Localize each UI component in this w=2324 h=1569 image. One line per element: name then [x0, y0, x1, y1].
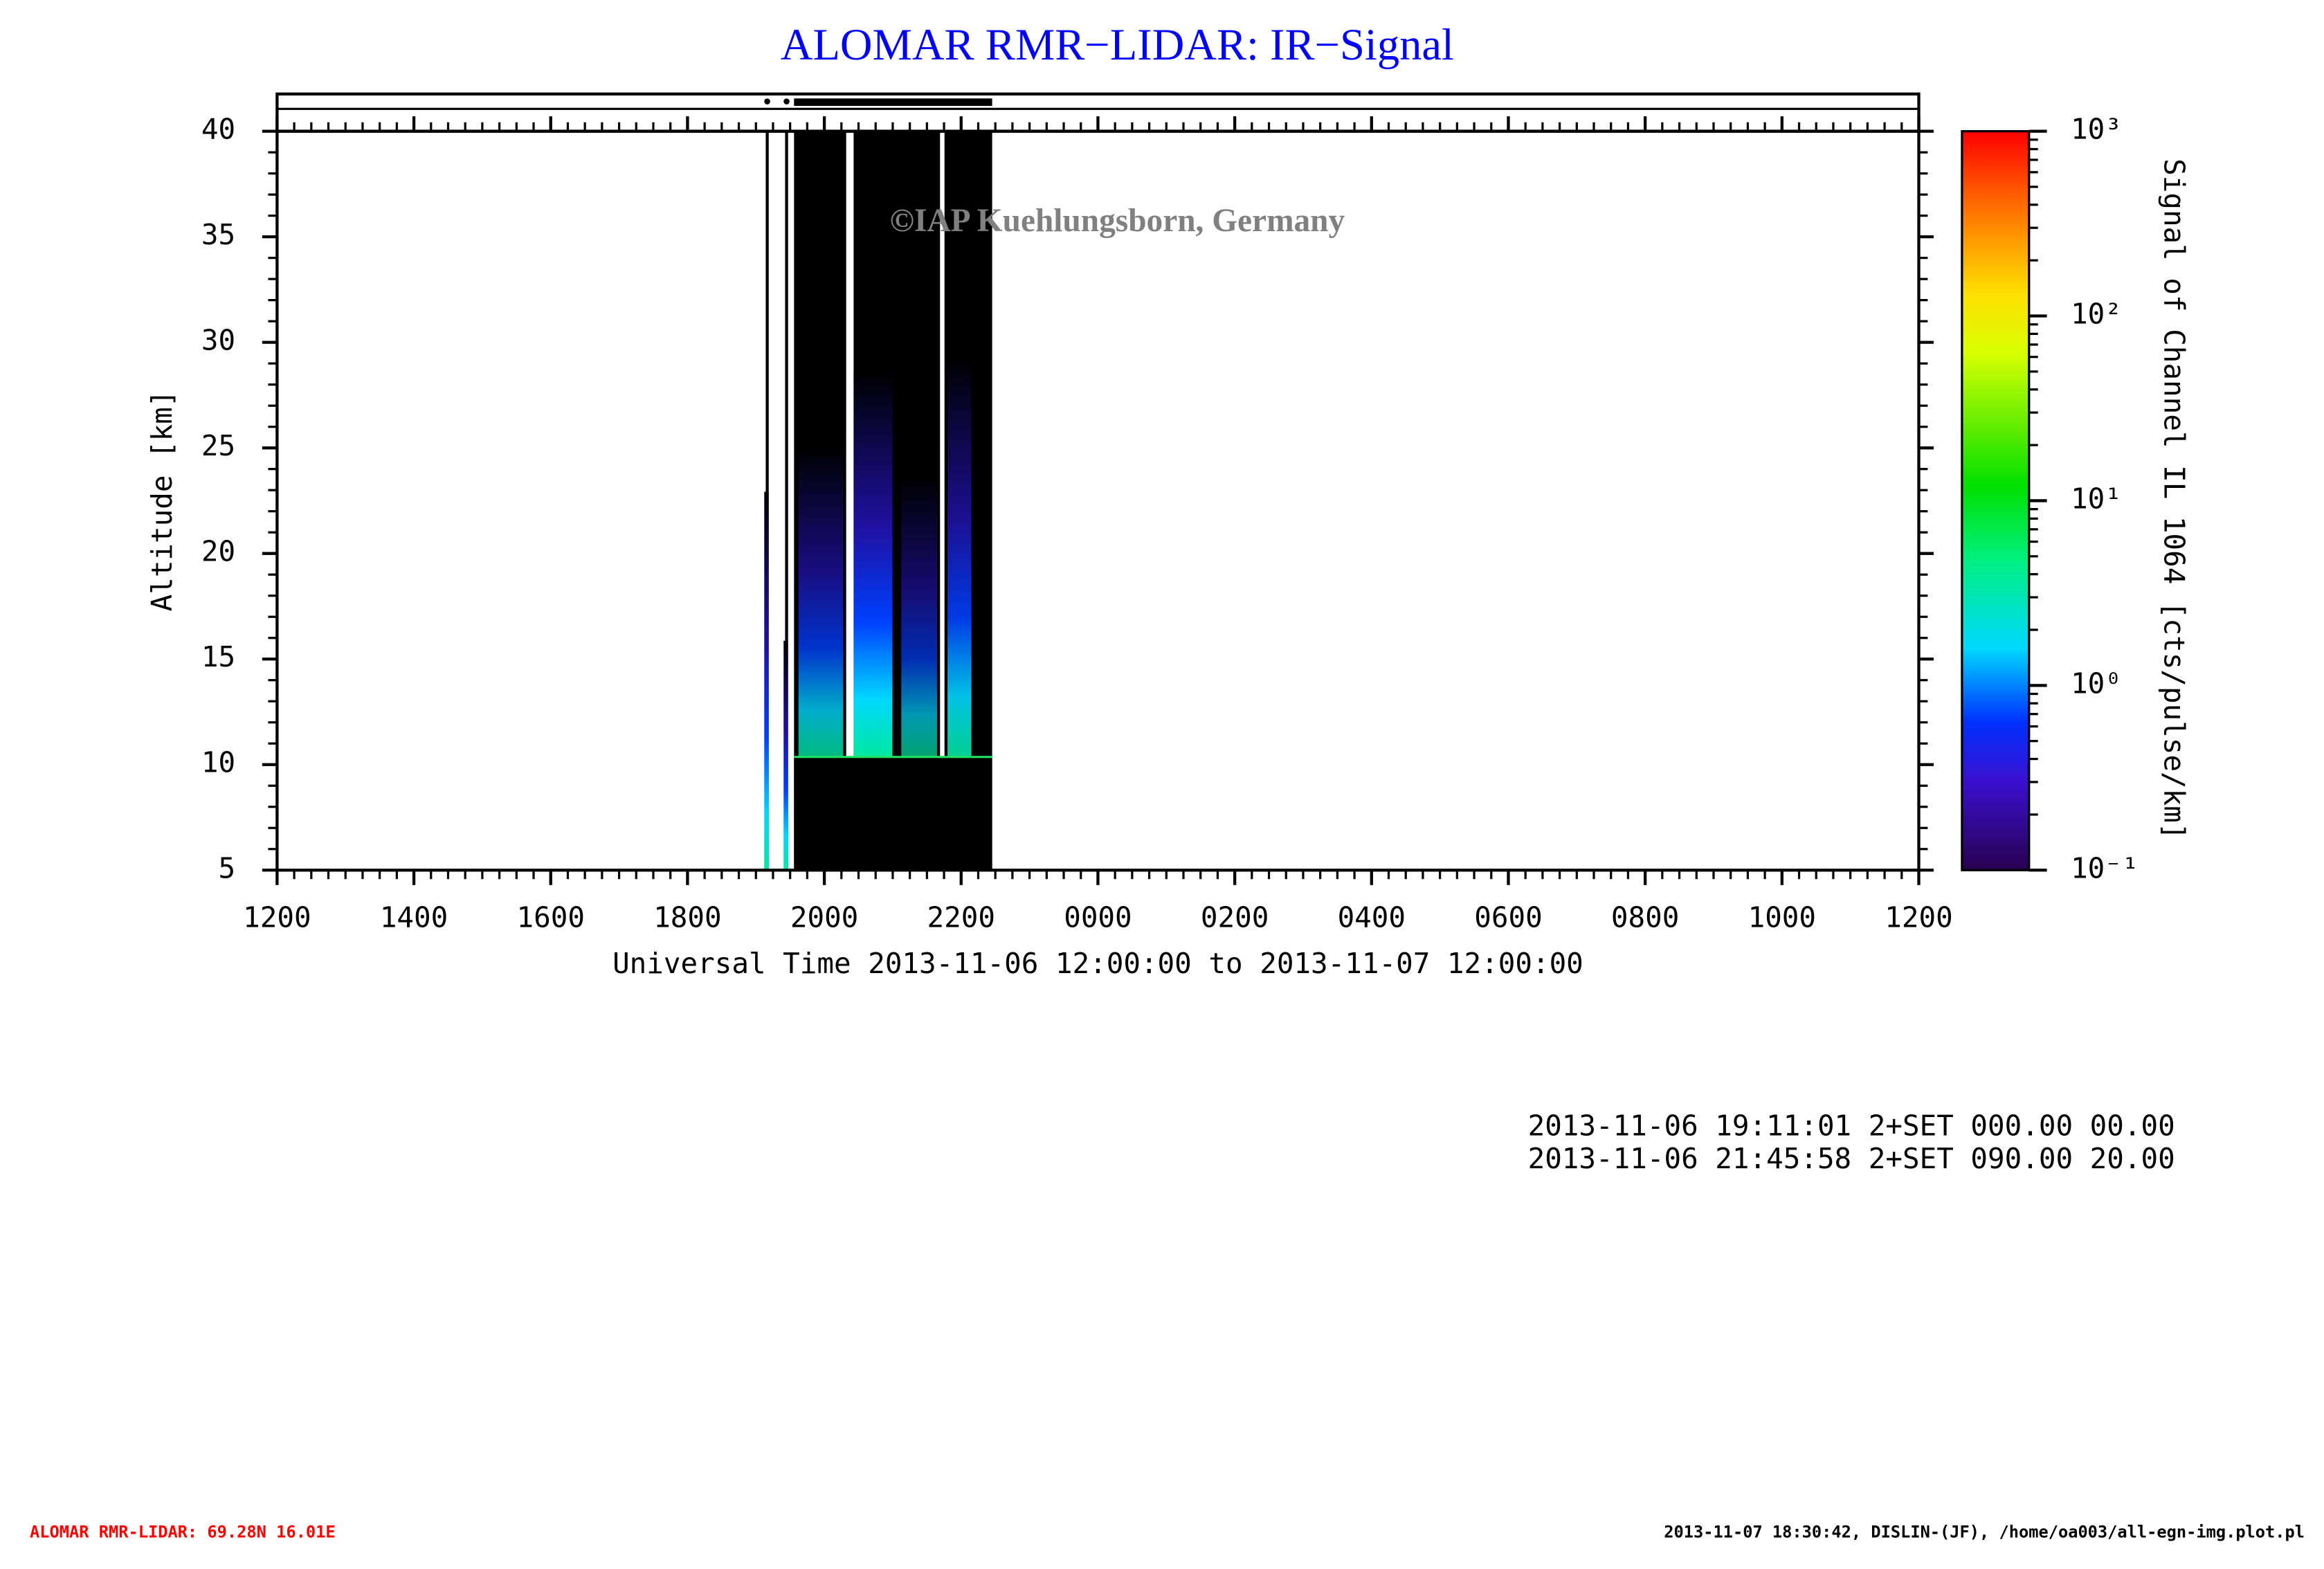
y-tick-label: 35	[201, 218, 235, 251]
colorbar-tick-label: 10²	[2071, 298, 2122, 331]
x-tick-label: 1800	[653, 900, 721, 934]
y-tick-label: 40	[201, 113, 235, 146]
info-line: 2013-11-06 21:45:58 2+SET 090.00 20.00	[1528, 1142, 2175, 1175]
x-axis-label: Universal Time 2013-11-06 12:00:00 to 20…	[612, 947, 1583, 980]
strip-dot	[783, 98, 790, 105]
watermark: ©IAP Kuehlungsborn, Germany	[890, 203, 1345, 239]
strip-dot	[764, 98, 770, 105]
footer-right: 2013-11-07 18:30:42, DISLIN-(JF), /home/…	[1664, 1523, 2305, 1542]
x-tick-label: 1200	[243, 900, 311, 934]
colorbar-tick-label: 10¹	[2071, 482, 2122, 515]
y-tick-label: 25	[201, 429, 235, 462]
y-tick-label: 5	[218, 851, 235, 885]
y-axis-label: Altitude [km]	[145, 390, 179, 611]
x-tick-label: 0400	[1338, 900, 1406, 934]
x-tick-label: 1200	[1885, 900, 1952, 934]
colorbar	[1961, 129, 2031, 871]
chart-title: ALOMAR RMR−LIDAR: IR−Signal	[781, 19, 1454, 69]
plot-frame	[275, 129, 1921, 872]
colorbar-label: Signal of Channel IL 1064 [cts/pulse/km]	[2157, 158, 2190, 840]
colorbar-tick-label: 10⁰	[2071, 666, 2122, 700]
colorbar-tick-label: 10⁻¹	[2071, 851, 2139, 885]
colorbar-tick-label: 10³	[2071, 113, 2122, 146]
x-tick-label: 2000	[790, 900, 858, 934]
y-tick-label: 20	[201, 535, 235, 568]
x-tick-label: 1000	[1748, 900, 1816, 934]
y-tick-label: 15	[201, 640, 235, 673]
info-line: 2013-11-06 19:11:01 2+SET 000.00 00.00	[1528, 1109, 2175, 1143]
x-tick-label: 0800	[1611, 900, 1679, 934]
y-tick-label: 30	[201, 324, 235, 357]
x-tick-label: 1600	[517, 900, 585, 934]
x-tick-label: 2200	[927, 900, 995, 934]
strip-bar	[794, 98, 992, 107]
signal-blocks	[764, 131, 992, 871]
y-tick-label: 10	[201, 746, 235, 779]
footer-left: ALOMAR RMR-LIDAR: 69.28N 16.01E	[30, 1523, 336, 1542]
x-tick-label: 0200	[1201, 900, 1269, 934]
x-tick-label: 1400	[380, 900, 448, 934]
x-tick-label: 0000	[1064, 900, 1132, 934]
x-tick-label: 0600	[1474, 900, 1542, 934]
